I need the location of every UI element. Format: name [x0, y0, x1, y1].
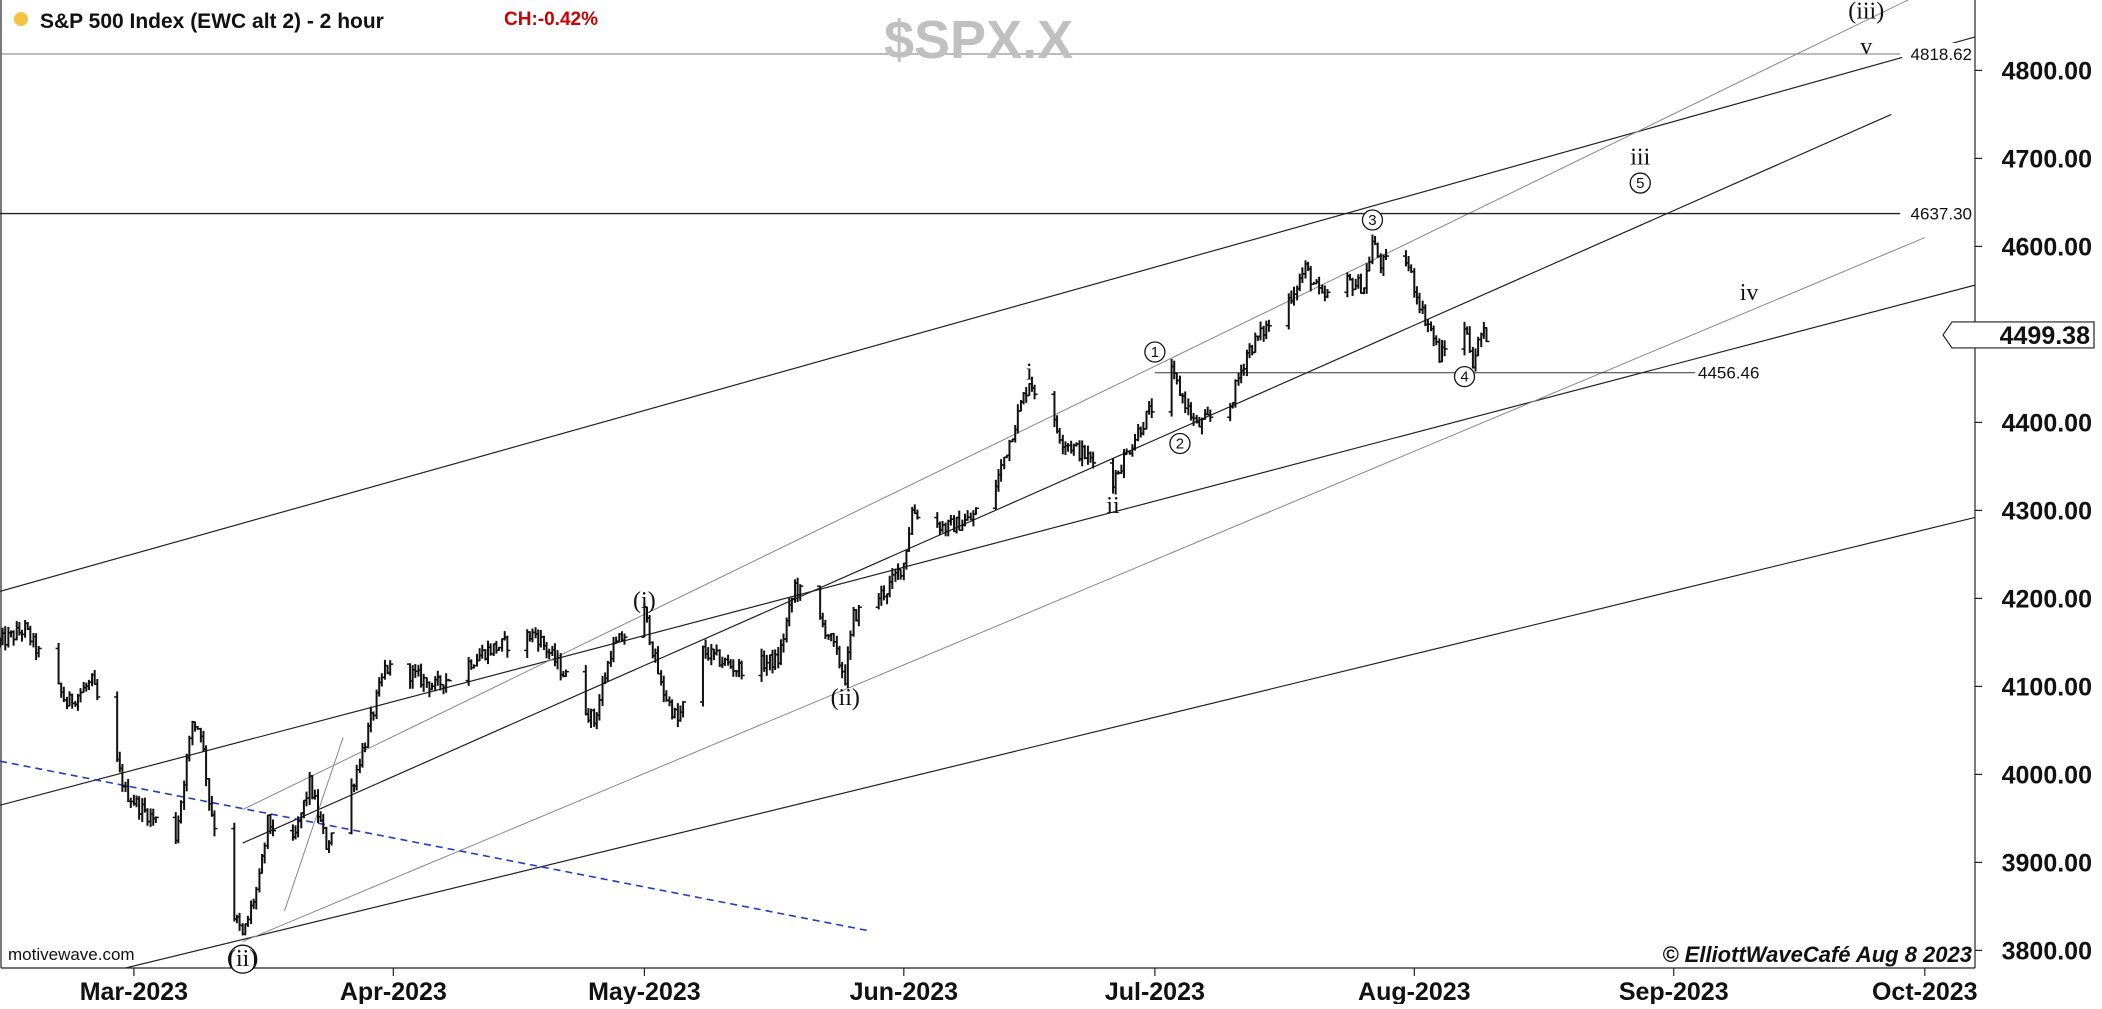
level-label-background: [1902, 43, 1974, 66]
change-percent: CH:-0.42%: [504, 9, 598, 30]
trend-line: [242, 237, 1925, 943]
wave-label: (ii): [831, 685, 860, 711]
x-tick-label: Aug-2023: [1358, 978, 1471, 1004]
level-label: 4818.62: [1911, 45, 1972, 64]
symbol-watermark: $SPX.X: [884, 10, 1073, 70]
trend-line: [284, 737, 344, 911]
x-tick-label: Sep-2023: [1619, 978, 1729, 1004]
y-tick-label: 4800.00: [2002, 57, 2092, 85]
price-bars: [0, 234, 1490, 936]
wave-label-circle: [1144, 341, 1166, 363]
horizontal-levels: 4818.62 4637.30 4456.46: [0, 43, 1974, 383]
wave-label-circle: [1453, 365, 1476, 388]
current-price-label: 4499.38: [2000, 322, 2090, 350]
y-tick-label: 4300.00: [2002, 497, 2092, 525]
wave-label: i: [1026, 359, 1033, 385]
x-axis: Mar-2023 Apr-2023 May-2023 Jun-2023 Jul-2023…: [80, 968, 1978, 1006]
y-tick-label: 4600.00: [2002, 233, 2092, 261]
trend-line: [0, 284, 1976, 806]
level-label: 4637.30: [1911, 205, 1972, 224]
wave-label: v: [1860, 34, 1872, 60]
wave-label: 4: [1460, 369, 1468, 386]
x-tick-label: Oct-2023: [1872, 978, 1978, 1004]
y-tick-label: 4100.00: [2002, 673, 2092, 701]
trend-line: [242, 113, 1892, 844]
wave-label-circle: [1629, 172, 1651, 194]
y-tick-label: 4000.00: [2002, 761, 2092, 789]
x-tick-label: May-2023: [588, 978, 701, 1004]
trend-line: [0, 36, 1976, 592]
x-tick-label: Jun-2023: [850, 978, 958, 1004]
y-tick-label: 4700.00: [2002, 145, 2092, 173]
status-dot-icon: [14, 12, 28, 26]
wave-label: (i): [633, 588, 656, 614]
wave-label: (iii): [1848, 0, 1884, 25]
wave-label: iii: [1630, 145, 1650, 171]
trend-line: [242, 0, 1909, 811]
wave-label: 3: [1368, 212, 1376, 229]
current-price-marker: 4499.38: [1942, 321, 2095, 350]
y-tick-label: 4200.00: [2002, 585, 2092, 613]
y-tick-label: 4400.00: [2002, 409, 2092, 437]
wave-label: iv: [1740, 280, 1759, 306]
level-label: 4456.46: [1698, 364, 1759, 383]
wave-label: 2: [1176, 436, 1184, 453]
wave-label-circle: [228, 944, 258, 974]
x-tick-label: Apr-2023: [340, 978, 447, 1004]
trend-line: [125, 516, 1976, 969]
copyright-label: © ElliottWaveCafé Aug 8 2023: [1662, 942, 1972, 967]
y-tick-label: 3800.00: [2002, 937, 2092, 965]
wave-label: ii: [1106, 493, 1120, 519]
wave-label: (ii): [228, 946, 257, 972]
y-tick-label: 3900.00: [2002, 849, 2092, 877]
chart-title: S&P 500 Index (EWC alt 2) - 2 hour: [40, 10, 384, 33]
wave-label: 1: [1151, 344, 1159, 361]
level-label-background: [1902, 202, 1974, 225]
trend-lines: [0, 0, 1976, 969]
current-price-box: [1942, 321, 2095, 349]
y-axis: 3800.00 3900.00 4000.00 4100.00 4200.00 4300.…: [1975, 57, 2092, 965]
x-tick-label: Mar-2023: [80, 978, 188, 1004]
x-tick-label: Jul-2023: [1105, 978, 1205, 1004]
wave-label: 5: [1636, 175, 1644, 192]
source-label: motivewave.com: [8, 945, 135, 964]
wave-label-circle: [1361, 209, 1384, 231]
wave-label-circle: [1169, 432, 1191, 455]
dashed-trend-line: [0, 760, 871, 932]
